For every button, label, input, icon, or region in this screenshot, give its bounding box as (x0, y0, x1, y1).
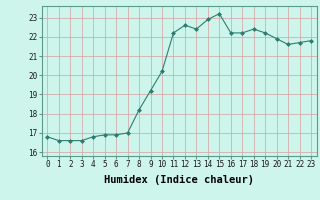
X-axis label: Humidex (Indice chaleur): Humidex (Indice chaleur) (104, 175, 254, 185)
